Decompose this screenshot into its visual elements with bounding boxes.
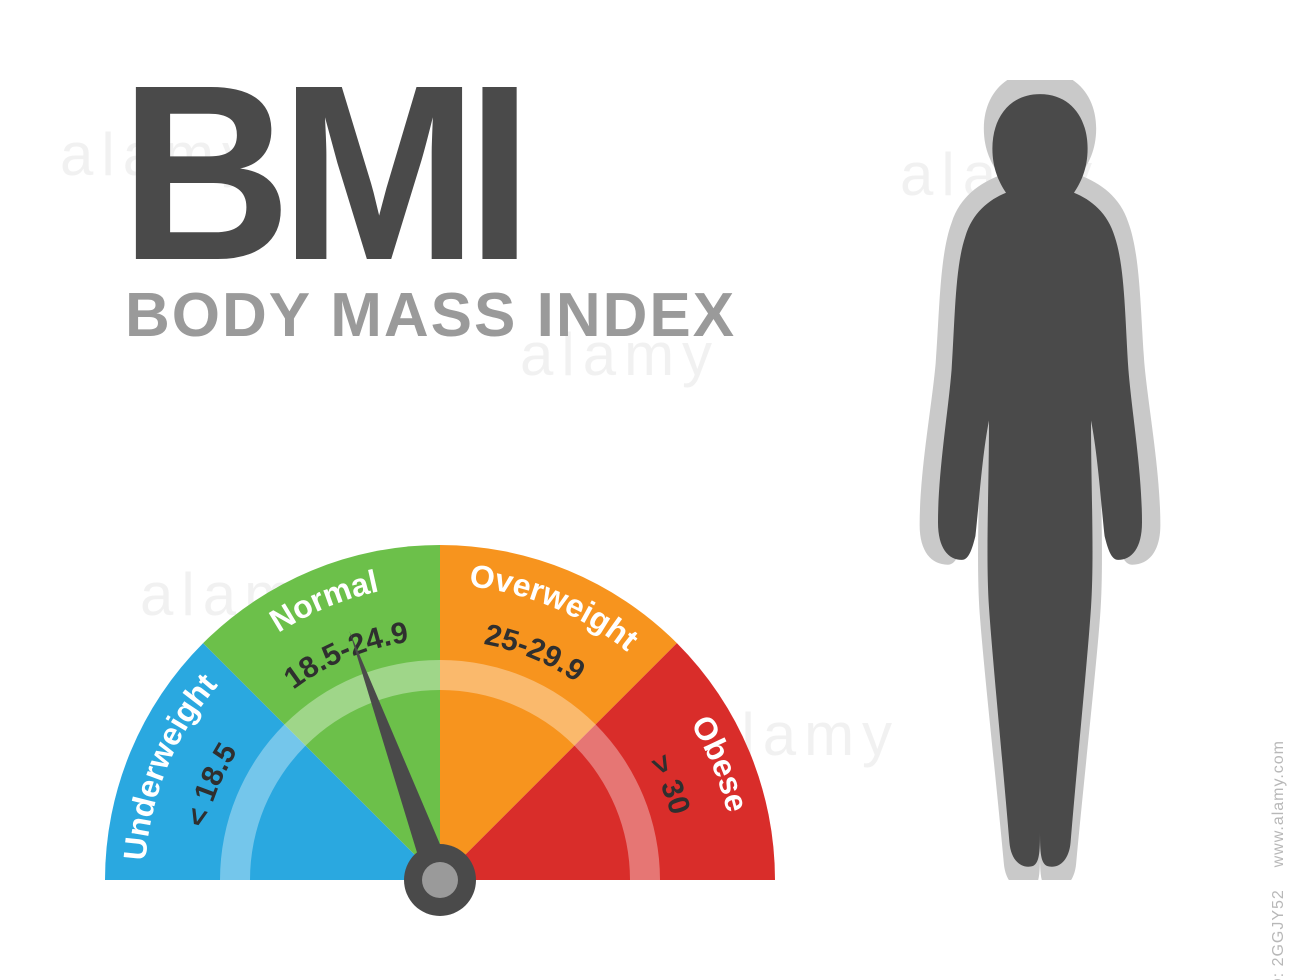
bmi-gauge: Underweight< 18.5Normal18.5-24.9Overweig… — [75, 515, 805, 950]
bmi-title: BMI — [120, 70, 521, 275]
watermark-id: Image ID: 2GGJY52 — [1270, 889, 1287, 980]
watermark-strip: Image ID: 2GGJY52 www.alamy.com — [1270, 740, 1288, 980]
body-silhouette — [870, 80, 1210, 880]
bmi-subtitle: BODY MASS INDEX — [125, 280, 736, 351]
watermark-site: www.alamy.com — [1270, 740, 1287, 867]
gauge-hub-inner — [422, 862, 458, 898]
bmi-infographic: alamy alamy alamy alamy alamy BMI BODY M… — [0, 0, 1300, 980]
